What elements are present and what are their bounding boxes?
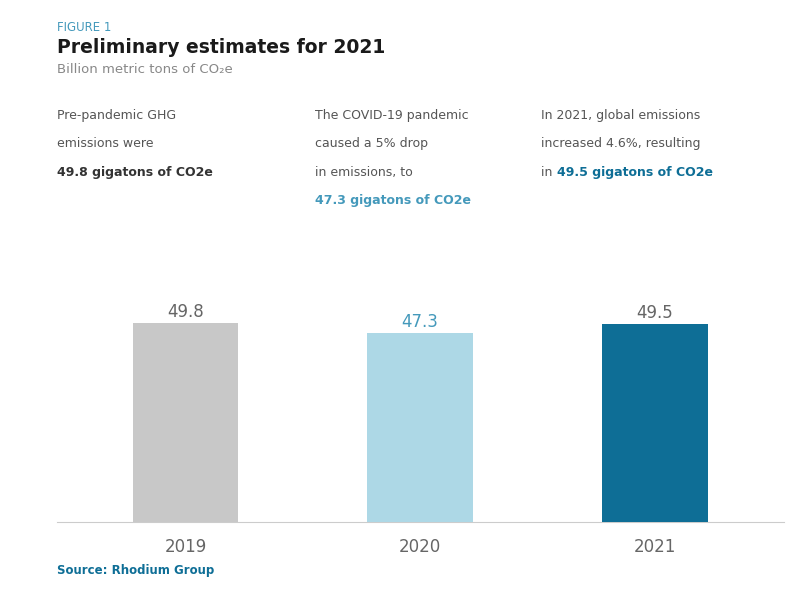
- Text: FIGURE 1: FIGURE 1: [57, 21, 111, 34]
- Text: 49.5: 49.5: [637, 304, 673, 322]
- Text: 47.3: 47.3: [402, 313, 439, 331]
- Text: In 2021, global emissions: In 2021, global emissions: [541, 109, 701, 122]
- Text: The COVID-19 pandemic: The COVID-19 pandemic: [315, 109, 469, 122]
- Text: caused a 5% drop: caused a 5% drop: [315, 137, 428, 150]
- Text: Source: Rhodium Group: Source: Rhodium Group: [57, 564, 214, 577]
- Text: Pre-pandemic GHG: Pre-pandemic GHG: [57, 109, 175, 122]
- Text: Preliminary estimates for 2021: Preliminary estimates for 2021: [57, 38, 385, 57]
- Text: 49.8: 49.8: [167, 303, 204, 321]
- Text: 47.3 gigatons of CO2e: 47.3 gigatons of CO2e: [315, 194, 471, 207]
- Text: in emissions, to: in emissions, to: [315, 166, 413, 179]
- Text: emissions were: emissions were: [57, 137, 153, 150]
- Text: Billion metric tons of CO₂e: Billion metric tons of CO₂e: [57, 63, 233, 76]
- Bar: [602, 324, 708, 522]
- Bar: [133, 323, 238, 522]
- Text: 49.5 gigatons of CO2e: 49.5 gigatons of CO2e: [557, 166, 713, 179]
- Text: 49.8 gigatons of CO2e: 49.8 gigatons of CO2e: [57, 166, 213, 179]
- Text: increased 4.6%, resulting: increased 4.6%, resulting: [541, 137, 701, 150]
- Bar: [368, 333, 473, 522]
- Text: in: in: [541, 166, 557, 179]
